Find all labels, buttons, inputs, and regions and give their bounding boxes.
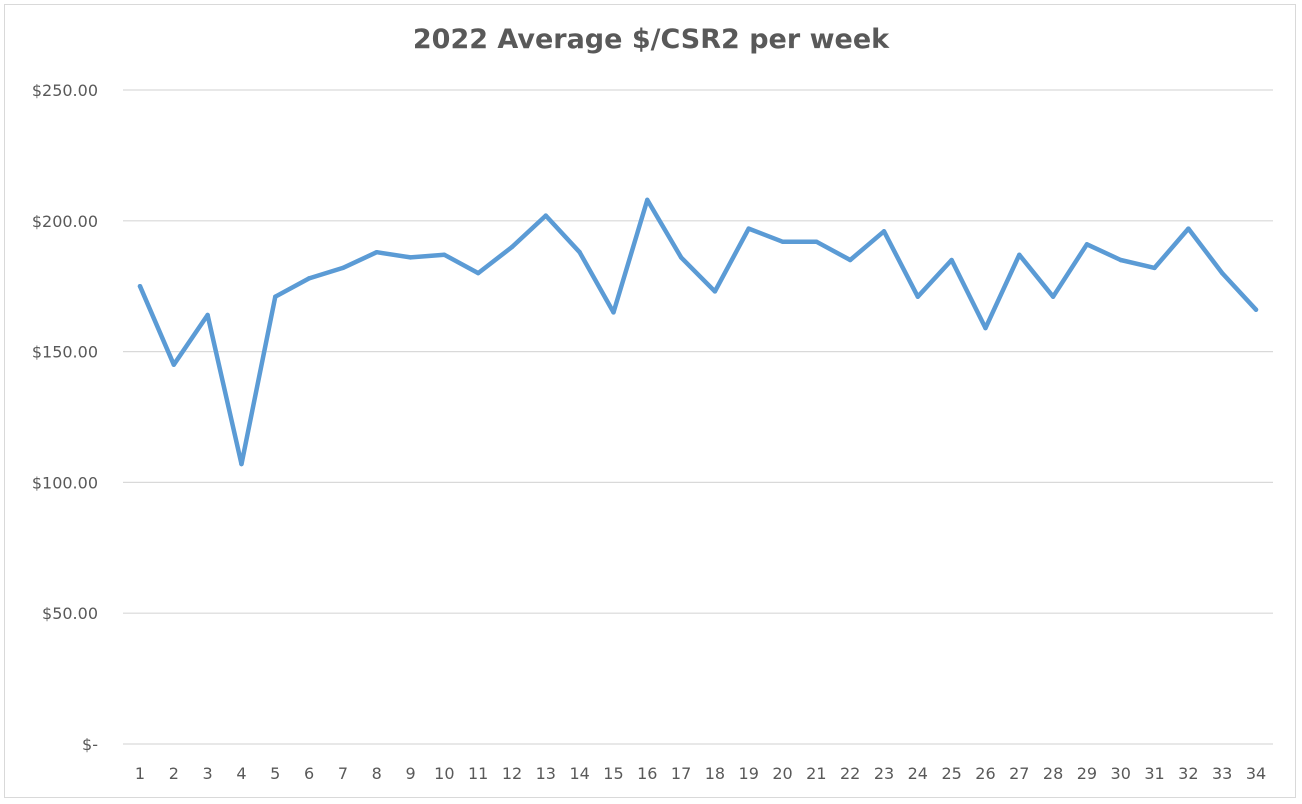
x-tick-label: 31 <box>1144 764 1164 783</box>
chart-title: 2022 Average $/CSR2 per week <box>412 24 890 55</box>
data-point <box>1118 257 1123 263</box>
chart-area <box>4 4 1296 798</box>
x-tick-label: 13 <box>536 764 556 783</box>
x-tick-label: 28 <box>1043 764 1063 783</box>
y-tick-label: $- <box>82 735 98 754</box>
data-point <box>915 294 921 299</box>
data-point <box>171 362 177 367</box>
x-tick-label: 22 <box>840 764 860 783</box>
x-tick-label: 10 <box>434 764 454 783</box>
x-tick-label: 12 <box>502 764 522 783</box>
y-axis: $- $50.00 $100.00 $150.00 $200.00 $250.00 <box>32 81 98 754</box>
x-tick-label: 14 <box>569 764 589 783</box>
x-tick-label: 34 <box>1246 764 1266 783</box>
x-tick-label: 16 <box>637 764 657 783</box>
x-tick-label: 30 <box>1111 764 1131 783</box>
series-line <box>137 197 1259 467</box>
data-point <box>881 229 887 234</box>
x-tick-label: 8 <box>372 764 382 783</box>
gridlines <box>123 89 1273 745</box>
y-tick-label: $100.00 <box>32 473 98 492</box>
data-point <box>746 226 751 231</box>
x-tick-label: 15 <box>603 764 623 783</box>
data-point <box>847 257 853 263</box>
data-point <box>712 289 718 294</box>
x-tick-label: 20 <box>772 764 792 783</box>
data-point <box>1186 226 1191 231</box>
x-tick-label: 19 <box>739 764 759 783</box>
data-point <box>611 310 616 315</box>
data-point <box>1050 294 1056 299</box>
x-tick-label: 29 <box>1077 764 1097 783</box>
x-tick-label: 7 <box>338 764 348 783</box>
data-point <box>983 325 988 331</box>
data-point <box>442 252 447 258</box>
x-tick-label: 1 <box>135 764 145 783</box>
data-point <box>949 257 954 263</box>
series <box>137 197 1259 467</box>
data-point <box>340 265 346 271</box>
data-point <box>780 239 785 244</box>
data-point <box>1152 265 1157 271</box>
data-point <box>273 294 278 299</box>
data-point <box>509 244 515 250</box>
x-tick-label: 4 <box>236 764 246 783</box>
y-tick-label: $50.00 <box>42 604 98 623</box>
x-tick-label: 11 <box>468 764 488 783</box>
y-tick-label: $200.00 <box>32 212 98 231</box>
y-tick-label: $150.00 <box>32 343 98 362</box>
data-point <box>408 255 413 260</box>
data-point <box>543 213 549 218</box>
y-tick-label: $250.00 <box>32 81 98 100</box>
x-tick-label: 17 <box>671 764 691 783</box>
data-point <box>1017 252 1022 258</box>
x-tick-label: 3 <box>203 764 213 783</box>
data-point <box>239 461 244 467</box>
x-tick-label: 25 <box>941 764 961 783</box>
data-point <box>306 276 312 281</box>
data-point <box>137 284 143 289</box>
x-tick-label: 9 <box>405 764 415 783</box>
x-tick-label: 6 <box>304 764 314 783</box>
data-point <box>1084 242 1090 247</box>
data-point <box>374 249 379 255</box>
x-tick-label: 18 <box>705 764 725 783</box>
x-tick-label: 33 <box>1212 764 1232 783</box>
x-axis: 1 2 3 4 5 6 7 8 9 10 11 12 13 14 15 16 17 18 19 20 21 22 23 24 2… <box>135 764 1266 783</box>
x-tick-label: 26 <box>975 764 995 783</box>
data-point <box>1219 270 1225 276</box>
data-point <box>475 270 481 276</box>
data-point <box>1253 307 1259 312</box>
x-tick-label: 5 <box>270 764 280 783</box>
data-point <box>205 312 210 318</box>
data-point <box>678 255 684 260</box>
x-tick-label: 21 <box>806 764 826 783</box>
x-tick-label: 32 <box>1178 764 1198 783</box>
x-tick-label: 27 <box>1009 764 1029 783</box>
data-point <box>577 249 582 255</box>
x-tick-label: 2 <box>169 764 179 783</box>
data-point <box>645 197 650 203</box>
x-tick-label: 24 <box>908 764 928 783</box>
data-point <box>814 239 819 244</box>
x-tick-label: 23 <box>874 764 894 783</box>
